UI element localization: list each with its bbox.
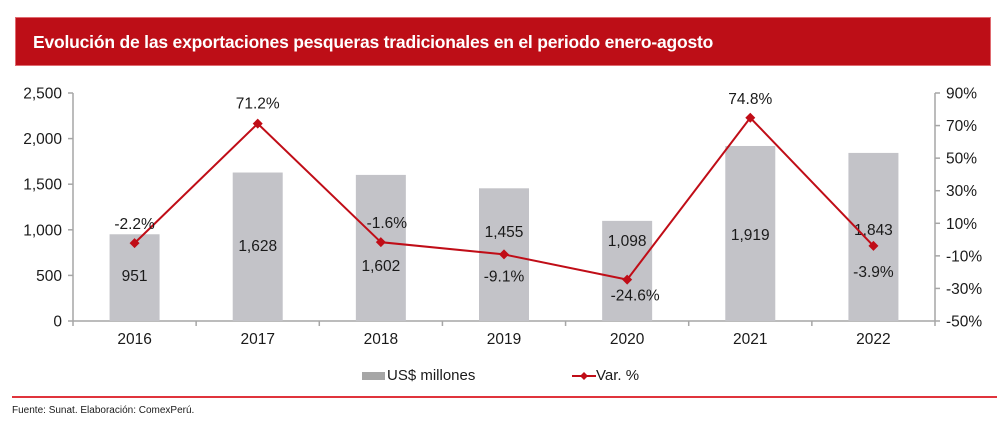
line-value-label: -3.9% [853,264,894,281]
right-axis-tick-label: -10% [946,248,982,265]
legend-bar-swatch [362,372,385,380]
bar [725,145,776,321]
legend-line-swatch [572,372,596,380]
left-axis-tick-label: 0 [53,314,62,331]
line-value-label: -1.6% [367,215,408,232]
line-marker [745,112,756,123]
x-axis-tick-label: 2018 [364,331,398,348]
x-axis-tick-label: 2022 [856,331,890,348]
line-series [129,112,879,285]
left-axis-tick-label: 1,500 [23,177,62,194]
line-marker [622,274,633,285]
bar-series [109,145,899,321]
source-note: Fuente: Sunat. Elaboración: ComexPerú. [12,405,195,416]
legend-label-line: Var. % [596,367,640,384]
legend-label-bars: US$ millones [387,367,476,384]
line-value-label: 74.8% [728,91,772,108]
bar [355,174,406,321]
right-axis-tick-label: -50% [946,314,982,331]
bar-value-label: 1,602 [361,258,400,275]
right-axis-tick-label: 90% [946,86,977,103]
right-axis-tick-label: -30% [946,281,982,298]
right-axis-tick-label: 30% [946,183,977,200]
line-value-label: 71.2% [236,96,280,113]
bar [109,234,160,321]
bar-value-label: 1,628 [238,238,277,255]
x-axis-tick-label: 2020 [610,331,645,348]
line-marker [129,238,140,249]
x-axis-tick-label: 2019 [487,331,521,348]
x-axis-tick-label: 2017 [240,331,274,348]
footer-separator [12,396,997,398]
axes: 0 500 1,000 1,500 2,000 2,500 -50% -30% -10% 10% 3… [23,86,982,349]
left-axis-tick-label: 2,500 [23,86,62,103]
bar-value-label: 1,919 [731,227,770,244]
chart-title: Evolución de las exportaciones pesqueras… [33,32,714,52]
line-marker [868,240,879,251]
bar-value-label: 951 [122,268,148,285]
right-axis-tick-label: 50% [946,151,977,168]
line-marker [375,237,386,248]
bar-value-label: 1,098 [608,233,647,250]
right-axis-tick-label: 70% [946,118,977,135]
left-axis-tick-label: 500 [36,268,62,285]
combo-chart: 0 500 1,000 1,500 2,000 2,500 -50% -30% -10% 10% 3… [23,86,982,349]
chart-title-bar: Evolución de las exportaciones pesqueras… [15,17,991,66]
bar [602,220,653,321]
bar [848,152,899,321]
x-axis-tick-label: 2021 [733,331,767,348]
bar [232,172,283,321]
line-value-label: -2.2% [114,216,155,233]
line-marker [252,118,263,129]
line-marker [499,249,509,260]
right-axis-tick-label: 10% [946,216,977,233]
left-axis-tick-label: 2,000 [23,131,62,148]
left-axis-tick-label: 1,000 [23,222,62,239]
bar-value-label: 1,455 [485,224,524,241]
x-axis-tick-label: 2016 [117,331,151,348]
line-value-labels: -2.2% 71.2% -1.6% -9.1% -24.6% 74.8% -3.9% [114,91,894,305]
line-value-label: -24.6% [611,288,660,305]
line-value-label: -9.1% [484,268,525,285]
